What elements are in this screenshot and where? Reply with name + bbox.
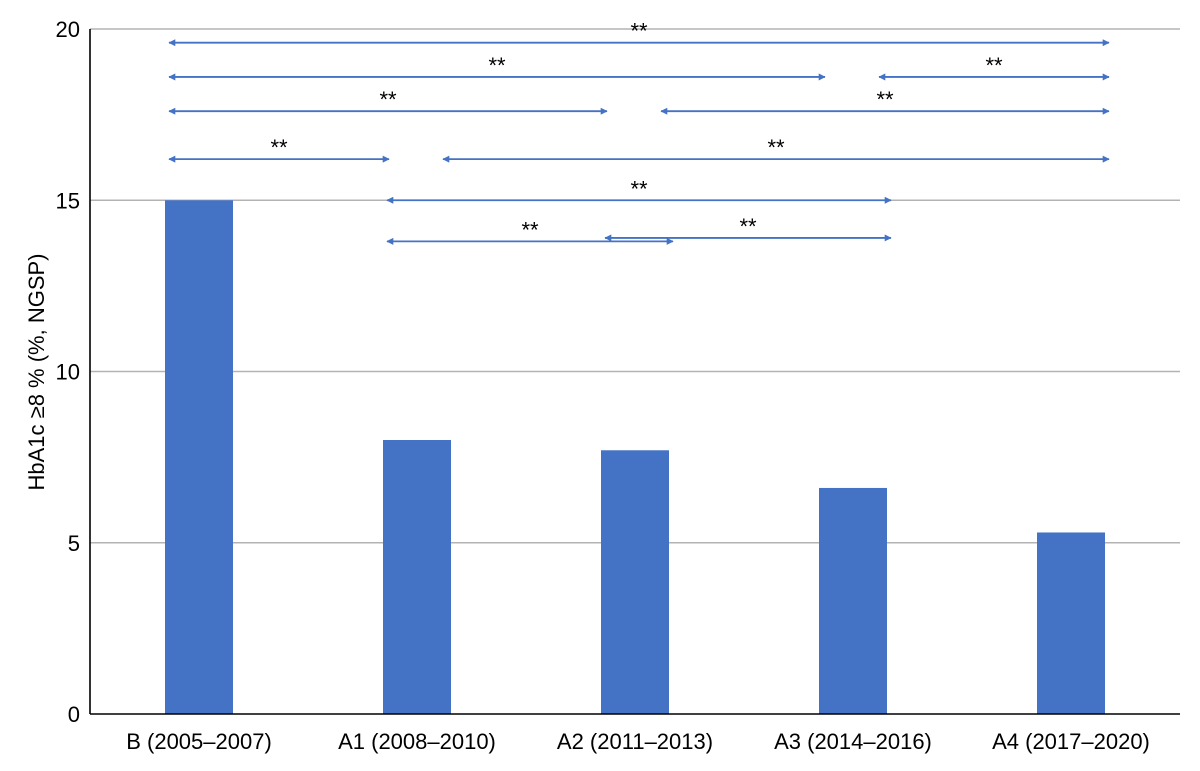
y-tick-label: 0: [68, 702, 80, 727]
significance-label-7: **: [630, 176, 648, 201]
bar-1: [383, 440, 451, 714]
significance-label-6: **: [767, 135, 785, 160]
x-tick-label: A3 (2014–2016): [774, 729, 932, 754]
y-tick-label: 20: [56, 17, 80, 42]
significance-label-3: **: [379, 87, 397, 112]
bar-0: [165, 200, 233, 714]
significance-label-2: **: [985, 53, 1003, 78]
significance-label-0: **: [630, 19, 648, 44]
significance-label-8: **: [521, 217, 539, 242]
significance-arrows: ** ** ** ** ** ** ** ** ** **: [168, 19, 1110, 245]
x-tick-label: A1 (2008–2010): [338, 729, 496, 754]
significance-label-4: **: [876, 87, 894, 112]
significance-label-5: **: [270, 135, 288, 160]
y-tick-label: 15: [56, 188, 80, 213]
y-axis-title: HbA1c ≥8 % (%, NGSP): [24, 253, 49, 490]
bar-2: [601, 450, 669, 714]
bar-4: [1037, 532, 1105, 714]
bars: [165, 200, 1105, 714]
y-tick-label: 10: [56, 360, 80, 385]
x-tick-labels: B (2005–2007) A1 (2008–2010) A2 (2011–2013…: [126, 729, 1150, 754]
y-tick-label: 5: [68, 531, 80, 556]
x-tick-label: B (2005–2007): [126, 729, 272, 754]
y-tick-labels: 0 5 10 15 20: [56, 17, 80, 727]
x-tick-label: A4 (2017–2020): [992, 729, 1150, 754]
significance-label-9: **: [739, 214, 757, 239]
x-tick-label: A2 (2011–2013): [557, 729, 713, 754]
significance-label-1: **: [488, 53, 506, 78]
axes: [89, 29, 1180, 715]
bar-3: [819, 487, 887, 714]
